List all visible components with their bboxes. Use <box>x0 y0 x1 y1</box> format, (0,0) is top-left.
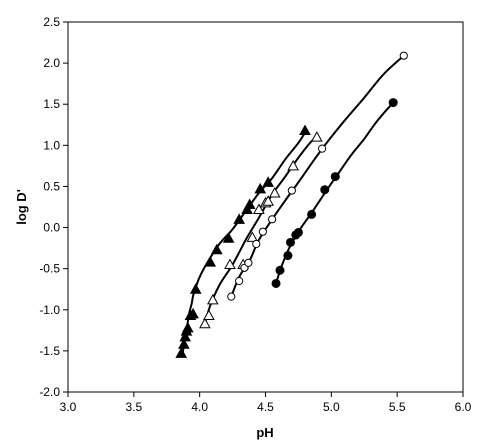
data-point <box>287 159 299 171</box>
data-point <box>189 283 202 294</box>
data-point <box>262 195 274 206</box>
data-point <box>307 209 317 219</box>
data-point <box>287 186 296 195</box>
y-tick-label: -1.5 <box>39 344 60 358</box>
data-point <box>222 232 235 243</box>
y-tick-label: 2.0 <box>43 56 60 70</box>
data-point <box>268 186 281 198</box>
data-point <box>267 215 277 224</box>
y-tick-label: 1.5 <box>43 97 60 111</box>
y-tick-label: 2.5 <box>43 15 60 29</box>
y-tick-label: -1.0 <box>39 303 60 317</box>
y-axis-title: log D' <box>14 189 29 225</box>
y-tick-label: -0.5 <box>39 262 60 276</box>
data-point <box>388 98 398 108</box>
data-point <box>320 185 330 195</box>
x-tick-label: 3.0 <box>60 400 77 414</box>
data-point <box>210 243 223 255</box>
data-point <box>299 124 311 136</box>
markers-layer <box>175 51 408 358</box>
data-point <box>178 338 190 349</box>
data-point <box>275 265 285 275</box>
data-point <box>330 172 340 182</box>
data-point <box>227 292 236 301</box>
data-point <box>258 227 267 236</box>
data-point <box>179 330 192 342</box>
data-point <box>235 276 244 286</box>
data-point <box>187 307 199 319</box>
x-tick-label: 5.0 <box>323 400 340 414</box>
data-point <box>199 317 211 329</box>
y-tick-label: 1.0 <box>43 138 60 152</box>
data-point <box>271 278 281 288</box>
y-tick-label: 0.5 <box>43 179 60 193</box>
data-point <box>283 251 293 261</box>
data-point <box>181 321 194 333</box>
data-point <box>244 258 253 268</box>
data-point <box>318 144 327 153</box>
data-point <box>254 182 267 194</box>
x-tick-label: 4.0 <box>191 400 208 414</box>
data-point <box>311 131 323 142</box>
x-tick-label: 6.0 <box>455 400 472 414</box>
data-point <box>243 198 256 210</box>
data-point <box>206 293 219 305</box>
x-tick-label: 4.5 <box>257 400 274 414</box>
x-tick-label: 5.5 <box>389 400 406 414</box>
series-1-line <box>203 136 319 325</box>
ticks-layer: 3.0 3.5 4.0 4.5 5.0 5.5 6.0 -2.0 -1.5 -1.0 -0.5 0.0… <box>39 15 471 414</box>
data-point <box>253 203 265 214</box>
y-tick-label: 0.0 <box>43 221 60 235</box>
data-point <box>246 231 259 242</box>
y-tick-label: -2.0 <box>39 385 60 399</box>
data-point <box>204 256 217 267</box>
data-point <box>252 239 261 249</box>
data-point <box>262 176 274 187</box>
data-point <box>203 309 215 321</box>
data-point <box>175 347 188 358</box>
data-point <box>286 237 296 247</box>
x-tick-label: 3.5 <box>125 400 142 414</box>
data-point <box>293 227 303 237</box>
data-point <box>233 213 246 224</box>
data-point <box>224 258 236 270</box>
data-point <box>399 51 408 60</box>
x-axis-title: pH <box>256 425 273 440</box>
